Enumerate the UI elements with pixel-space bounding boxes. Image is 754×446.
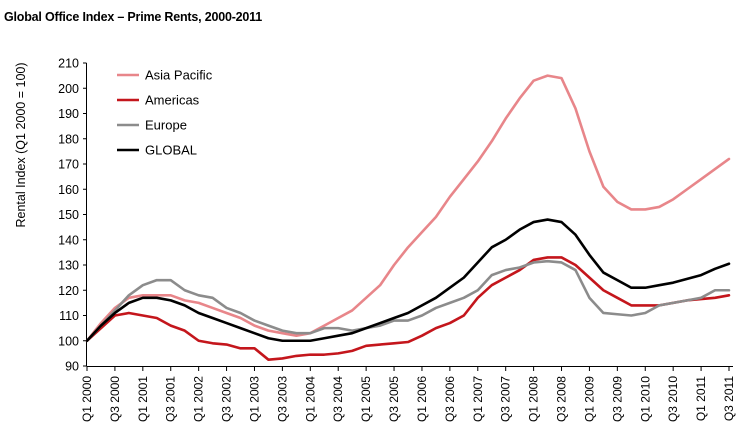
- x-tick-label: Q1 2003: [247, 376, 261, 422]
- y-tick-label: 130: [58, 259, 79, 273]
- series-line-americas: [85, 256, 731, 361]
- x-tick-label: Q3 2005: [387, 376, 401, 422]
- x-tick-label: Q3 2009: [610, 376, 624, 422]
- x-tick-label: Q1 2005: [359, 376, 373, 422]
- x-tick-label: Q1 2011: [694, 376, 708, 421]
- y-tick-label: 170: [58, 158, 79, 172]
- x-tick-label: Q1 2008: [527, 376, 541, 422]
- x-tick-label: Q3 2001: [164, 376, 178, 422]
- x-tick-label: Q3 2002: [220, 376, 234, 422]
- chart-title: Global Office Index – Prime Rents, 2000-…: [4, 10, 262, 24]
- x-tick-label: Q3 2011: [722, 376, 736, 421]
- y-tick-label: 110: [59, 309, 79, 323]
- legend-label: Asia Pacific: [145, 68, 213, 83]
- x-tick-label: Q1 2010: [638, 376, 652, 422]
- series-line-europe: [85, 259, 731, 343]
- y-tick-label: 160: [58, 183, 79, 197]
- y-tick-label: 90: [65, 360, 79, 374]
- x-tick-label: Q1 2009: [582, 376, 596, 422]
- x-tick-label: Q1 2000: [80, 376, 94, 422]
- x-tick-label: Q1 2002: [192, 376, 206, 422]
- x-tick-label: Q3 2008: [555, 376, 569, 422]
- y-tick-label: 180: [58, 132, 79, 146]
- series-line-global: [85, 218, 731, 343]
- x-tick-label: Q1 2006: [415, 376, 429, 422]
- y-tick-label: 150: [58, 208, 79, 222]
- x-tick-label: Q1 2001: [136, 376, 150, 422]
- y-axis-ticks: 90 100 110 120 130 140 150 160 170 180 190 200 210: [58, 57, 87, 374]
- series-lines: [85, 74, 731, 361]
- x-tick-label: Q3 2010: [666, 376, 680, 422]
- x-tick-label: Q1 2007: [471, 376, 485, 422]
- legend-label: Americas: [145, 93, 200, 108]
- x-axis-ticks: Q1 2000 Q3 2000 Q1 2001 Q3 2001 Q1 2002 Q3 20…: [80, 366, 736, 422]
- y-tick-label: 200: [58, 82, 79, 96]
- x-tick-label: Q3 2000: [108, 376, 122, 422]
- y-tick-label: 190: [58, 107, 79, 121]
- x-tick-label: Q3 2003: [275, 376, 289, 422]
- x-tick-label: Q3 2004: [331, 376, 345, 422]
- y-tick-label: 210: [58, 57, 79, 71]
- legend: Asia Pacific Americas Europe GLOBAL: [117, 68, 213, 158]
- y-tick-label: 120: [58, 284, 79, 298]
- x-tick-label: Q1 2004: [303, 376, 317, 422]
- y-tick-label: 140: [58, 233, 79, 247]
- series-line-asia-pacific: [85, 74, 731, 343]
- y-axis-title: Rental Index (Q1 2000 = 100): [14, 62, 28, 227]
- legend-label: GLOBAL: [145, 143, 197, 158]
- x-tick-label: Q3 2007: [499, 376, 513, 422]
- legend-label: Europe: [145, 118, 187, 133]
- x-tick-label: Q3 2006: [443, 376, 457, 422]
- y-tick-label: 100: [58, 334, 79, 348]
